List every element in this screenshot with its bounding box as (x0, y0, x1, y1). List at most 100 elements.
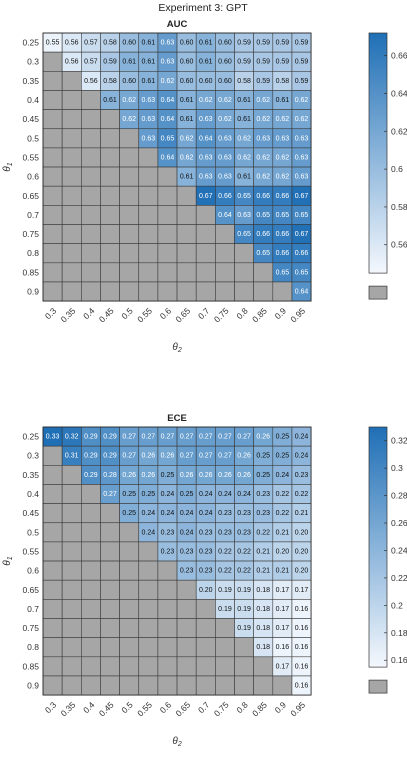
heatmap-cell-missing (61, 166, 82, 187)
heatmap-cell-missing (215, 637, 235, 658)
heatmap-cell-missing (42, 503, 63, 524)
missing-value-swatch (368, 679, 388, 694)
x-axis-label: θ2 (172, 736, 181, 748)
cell-value-label: 0.67 (295, 231, 309, 238)
cell-value-label: 0.60 (180, 40, 194, 47)
cell-value-label: 0.61 (122, 59, 136, 66)
heatmap-cell-missing (61, 185, 82, 206)
cell-value-label: 0.24 (180, 510, 194, 517)
cell-value-label: 0.62 (122, 97, 136, 104)
heatmap-cell-missing (42, 579, 63, 600)
cell-value-label: 0.66 (256, 231, 270, 238)
y-tick-label: 0.8 (27, 248, 39, 258)
heatmap-cell-missing (215, 656, 235, 677)
x-tick-label: 0.5 (119, 700, 135, 716)
cell-value-label: 0.63 (142, 116, 156, 123)
heatmap-cell-missing (138, 147, 159, 168)
cell-value-label: 0.63 (199, 154, 213, 161)
cell-value-label: 0.24 (276, 472, 290, 479)
heatmap-cell-missing (61, 109, 82, 130)
cell-value-label: 0.63 (256, 135, 270, 142)
x-tick-label: 0.8 (234, 306, 250, 322)
heatmap-cell-missing (157, 618, 178, 638)
heatmap-cell-missing (138, 224, 159, 244)
y-tick-label: 0.45 (22, 508, 39, 518)
heatmap-cell-missing (81, 147, 101, 168)
heatmap-cell-missing (119, 185, 140, 206)
heatmap-cell-missing (100, 281, 120, 302)
cell-value-label: 0.24 (237, 491, 251, 498)
cell-value-label: 0.19 (237, 625, 251, 632)
cell-value-label: 0.66 (256, 193, 270, 200)
cell-value-label: 0.29 (103, 434, 117, 441)
cell-value-label: 0.63 (295, 154, 309, 161)
heatmap-cell-missing (100, 243, 120, 264)
heatmap-cell-missing (81, 637, 101, 658)
cell-value-label: 0.62 (276, 174, 290, 181)
heatmap-cell-missing (100, 579, 120, 600)
cell-value-label: 0.24 (142, 529, 156, 536)
cell-value-label: 0.62 (237, 154, 251, 161)
cell-value-label: 0.63 (218, 135, 232, 142)
cell-value-label: 0.61 (237, 116, 251, 123)
cell-value-label: 0.62 (256, 174, 270, 181)
cell-value-label: 0.65 (276, 212, 290, 219)
colorbar-tick-label: 0.28 (391, 491, 407, 501)
y-tick-label: 0.85 (22, 661, 39, 671)
cell-value-label: 0.19 (237, 587, 251, 594)
cell-value-label: 0.59 (295, 78, 309, 85)
heatmap-cell-missing (81, 541, 101, 562)
x-tick-label: 0.3 (43, 306, 59, 322)
cell-value-label: 0.55 (46, 40, 60, 47)
cell-value-label: 0.16 (295, 606, 309, 613)
heatmap-cell-missing (81, 281, 101, 302)
cell-value-label: 0.20 (295, 529, 309, 536)
cell-value-label: 0.61 (237, 174, 251, 181)
y-axis-label: θ1 (2, 162, 14, 171)
cell-value-label: 0.57 (84, 40, 98, 47)
y-tick-label: 0.65 (22, 191, 39, 201)
heatmap-cell-missing (119, 522, 140, 543)
heatmap-cell-missing (215, 224, 235, 244)
heatmap-cell-missing (61, 484, 82, 504)
y-tick-label: 0.85 (22, 267, 39, 277)
heatmap-cell-missing (138, 637, 159, 658)
cell-value-label: 0.64 (161, 97, 175, 104)
cell-value-label: 0.60 (218, 59, 232, 66)
cell-value-label: 0.18 (256, 606, 270, 613)
colorbar-tick-label: 0.2 (391, 600, 403, 610)
heatmap-cell-missing (234, 262, 254, 283)
heatmap-cell-missing (138, 281, 159, 302)
cell-value-label: 0.61 (142, 59, 156, 66)
cell-value-label: 0.59 (276, 59, 290, 66)
heatmap-cell-missing (157, 185, 178, 206)
cell-value-label: 0.24 (295, 453, 309, 460)
heatmap-cell-missing (272, 281, 293, 302)
heatmap-cell-missing (119, 166, 140, 187)
cell-value-label: 0.17 (295, 587, 309, 594)
colorbar-tick-label: 0.22 (391, 573, 407, 583)
heatmap-cell-missing (253, 262, 274, 283)
cell-value-label: 0.61 (237, 97, 251, 104)
cell-value-label: 0.29 (84, 453, 98, 460)
cell-value-label: 0.63 (218, 174, 232, 181)
heatmap-cell-missing (81, 166, 101, 187)
heatmap-cell-missing (234, 281, 254, 302)
heatmap-cell-missing (253, 675, 274, 696)
cell-value-label: 0.23 (237, 529, 251, 536)
cell-value-label: 0.27 (199, 434, 213, 441)
cell-value-label: 0.23 (237, 510, 251, 517)
cell-value-label: 0.26 (237, 453, 251, 460)
x-tick-label: 0.65 (174, 305, 193, 324)
colorbar-tick-label: 0.6 (391, 164, 403, 174)
y-tick-label: 0.35 (22, 470, 39, 480)
heatmap-cell-missing (61, 522, 82, 543)
cell-value-label: 0.16 (295, 683, 309, 690)
x-tick-label: 0.9 (273, 700, 289, 716)
heatmap-cell-missing (272, 675, 293, 696)
heatmap-cell-missing (234, 243, 254, 264)
heatmap-cell-missing (100, 147, 120, 168)
heatmap-cell-missing (157, 281, 178, 302)
cell-value-label: 0.62 (256, 116, 270, 123)
panel-title: ECE (167, 413, 187, 424)
